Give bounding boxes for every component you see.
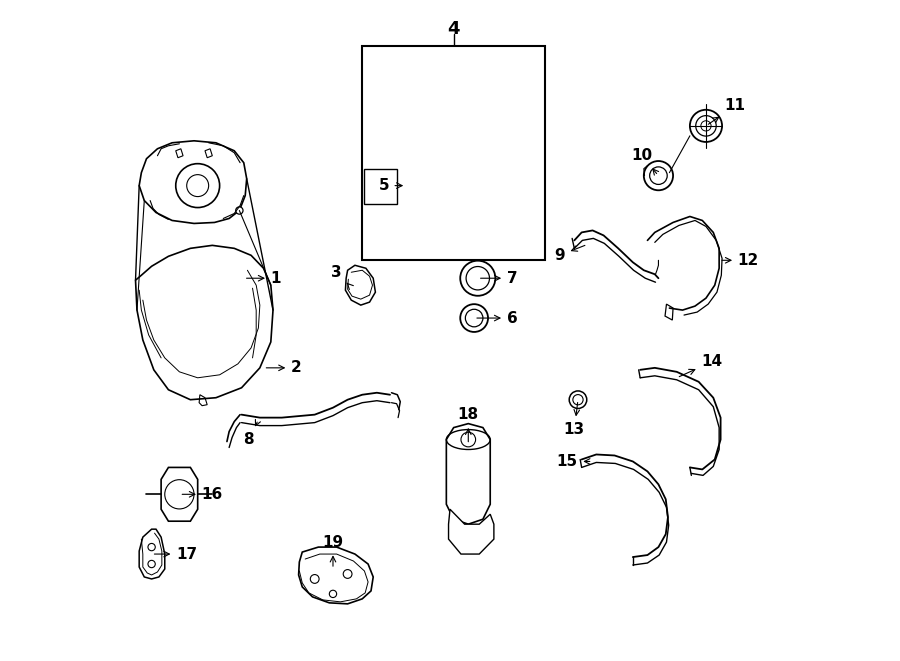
Text: 13: 13	[563, 403, 585, 437]
Circle shape	[505, 135, 512, 143]
Polygon shape	[448, 509, 494, 554]
Text: 18: 18	[458, 407, 479, 442]
Circle shape	[176, 164, 220, 208]
Polygon shape	[446, 424, 490, 524]
Polygon shape	[392, 245, 400, 254]
Text: 17: 17	[155, 547, 197, 562]
Text: 5: 5	[379, 178, 402, 193]
Polygon shape	[665, 304, 673, 320]
Text: 19: 19	[322, 535, 344, 566]
Text: 1: 1	[247, 271, 281, 286]
Circle shape	[236, 207, 243, 214]
Text: 15: 15	[556, 454, 590, 469]
Circle shape	[460, 304, 488, 332]
Text: 7: 7	[481, 271, 518, 286]
Polygon shape	[436, 156, 464, 221]
Text: 11: 11	[708, 98, 746, 124]
Text: 9: 9	[554, 245, 585, 263]
Circle shape	[690, 110, 722, 142]
Polygon shape	[136, 245, 273, 400]
Bar	[364, 169, 397, 204]
Text: 4: 4	[447, 20, 460, 38]
Text: 14: 14	[680, 354, 723, 377]
Text: 16: 16	[182, 486, 223, 502]
Circle shape	[460, 260, 495, 295]
Text: 3: 3	[331, 265, 354, 290]
Polygon shape	[140, 141, 247, 223]
Bar	[362, 46, 545, 260]
Polygon shape	[419, 163, 428, 184]
Circle shape	[432, 137, 468, 174]
Circle shape	[569, 391, 587, 408]
Polygon shape	[161, 467, 198, 521]
Text: 6: 6	[477, 311, 517, 326]
Text: 2: 2	[266, 360, 302, 375]
Text: 8: 8	[244, 420, 260, 447]
Text: 12: 12	[722, 253, 759, 268]
Polygon shape	[346, 265, 375, 305]
Circle shape	[644, 161, 673, 190]
Text: 10: 10	[631, 148, 659, 175]
Polygon shape	[436, 219, 464, 233]
Polygon shape	[299, 547, 374, 604]
Polygon shape	[140, 529, 165, 579]
